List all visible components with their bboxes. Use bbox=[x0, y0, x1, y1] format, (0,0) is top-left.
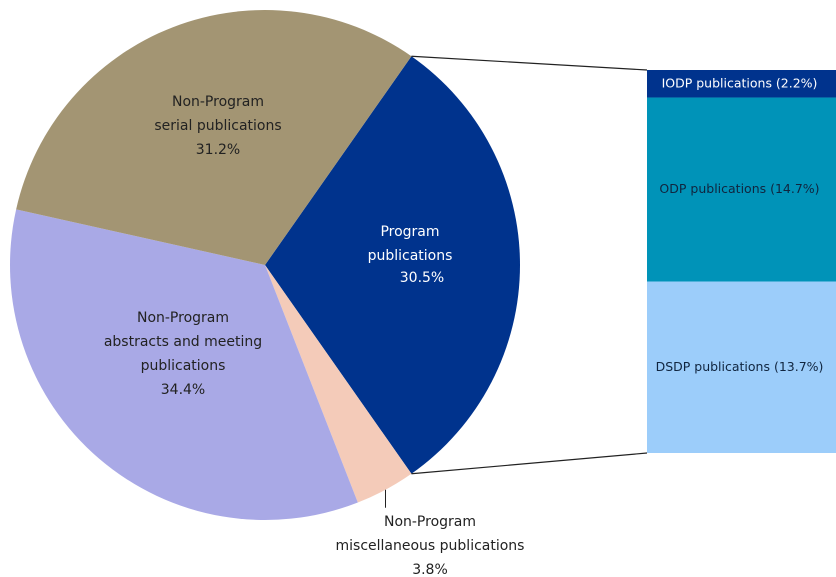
bar-label: IODP publications (2.2%) bbox=[662, 75, 818, 90]
slice-label: miscellaneous publications bbox=[336, 538, 525, 554]
pie-slice bbox=[265, 56, 521, 474]
pie-slice bbox=[16, 9, 412, 265]
slice-label: Non-Program bbox=[137, 310, 229, 326]
slice-label: Non-Program bbox=[172, 94, 264, 110]
slice-value-label: 3.8% bbox=[412, 562, 448, 577]
connector-line bbox=[411, 452, 648, 475]
bar-segment bbox=[647, 281, 836, 453]
slice-value-label: 31.2% bbox=[196, 142, 240, 158]
slice-label: publications bbox=[368, 248, 453, 264]
bar-label: ODP publications (14.7%) bbox=[659, 181, 819, 196]
connector-line bbox=[411, 55, 648, 71]
slice-label: serial publications bbox=[154, 118, 281, 134]
pie-slice bbox=[9, 209, 358, 521]
bar-segment bbox=[647, 97, 836, 282]
slice-value-label: 30.5% bbox=[400, 270, 444, 286]
slice-label: abstracts and meeting bbox=[104, 334, 262, 350]
slice-value-label: 34.4% bbox=[161, 382, 205, 398]
pie-slice bbox=[265, 265, 412, 503]
slice-label: Non-Program bbox=[384, 514, 476, 530]
slice-label: Program bbox=[380, 224, 439, 240]
bar-label: DSDP publications (13.7%) bbox=[656, 359, 824, 374]
slice-label: publications bbox=[141, 358, 226, 374]
bar-segment bbox=[647, 70, 836, 98]
